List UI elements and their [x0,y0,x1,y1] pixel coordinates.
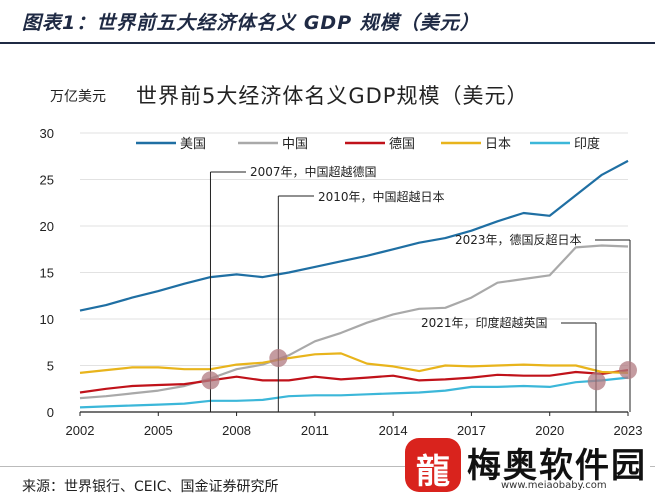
y-tick-label: 10 [40,312,54,327]
series-line-3 [79,352,629,374]
x-tick-label: 2005 [144,423,173,438]
dragon-logo-icon: 龍 [405,438,461,492]
y-tick-label: 30 [40,126,54,141]
annotation-label: 2023年，德国反超日本 [455,232,582,247]
legend-label-0: 美国 [180,137,206,152]
annotation-label: 2010年，中国超越日本 [318,189,445,204]
y-tick-label: 15 [40,266,54,281]
y-tick-label: 5 [47,359,54,374]
y-unit-label: 万亿美元 [50,89,106,105]
x-tick-label: 2014 [379,423,408,438]
legend-label-4: 印度 [574,136,600,152]
annotation-marker [619,361,637,380]
series-line-4 [79,376,629,409]
figure-title: 图表1：世界前五大经济体名义 GDP 规模（美元） [22,12,480,34]
legend-label-2: 德国 [389,137,415,152]
series-line-2 [79,369,629,394]
source-footer: 来源：世界银行、CEIC、国金证券研究所 [0,466,655,500]
watermark: 龍 梅奥软件园 www.meiaobaby.com [405,436,650,494]
x-tick-label: 2020 [535,423,564,438]
x-tick-label: 2011 [301,423,329,438]
annotation-label: 2021年，印度超越英国 [421,315,548,330]
watermark-url: www.meiaobaby.com [501,480,607,491]
y-tick-label: 0 [47,405,54,420]
x-tick-label: 2002 [66,423,95,438]
x-tick-label: 2023 [614,423,643,438]
annotation-label: 2007年，中国超越德国 [250,164,377,179]
legend-label-1: 中国 [282,137,308,152]
annotation-marker [587,372,606,391]
x-tick-label: 2017 [457,423,486,438]
x-tick-label: 2008 [222,423,251,438]
series-line-1 [79,244,629,400]
source-text: 来源：世界银行、CEIC、国金证券研究所 [22,479,279,495]
series-line-0 [79,159,629,312]
y-tick-label: 20 [40,219,54,234]
annotation-marker [269,349,288,368]
chart-title: 世界前5大经济体名义GDP规模（美元） [136,84,529,108]
legend-label-3: 日本 [485,137,511,152]
y-tick-label: 25 [40,173,54,188]
report-header: 图表1：世界前五大经济体名义 GDP 规模（美元） [0,0,655,44]
annotation-marker [201,371,220,390]
watermark-brand: 梅奥软件园 [467,446,647,486]
